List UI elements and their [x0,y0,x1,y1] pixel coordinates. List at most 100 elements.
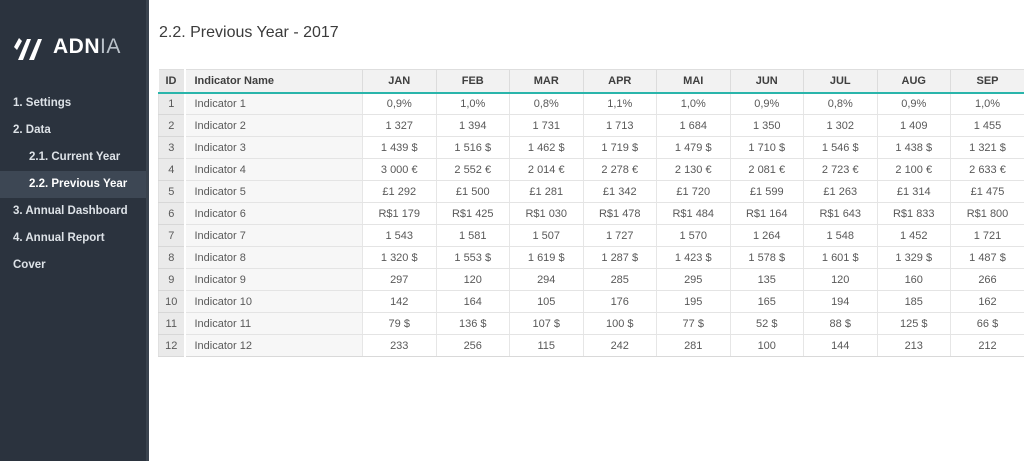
indicator-name-cell[interactable]: Indicator 6 [184,202,363,225]
value-cell[interactable]: 1 302 [803,114,877,137]
value-cell[interactable]: 266 [950,268,1024,291]
value-cell[interactable]: 1,0% [950,92,1024,115]
value-cell[interactable]: £1 281 [509,180,583,203]
value-cell[interactable]: 281 [656,334,730,357]
value-cell[interactable]: 2 130 € [656,158,730,181]
value-cell[interactable]: 162 [950,290,1024,313]
value-cell[interactable]: 0,9% [729,92,804,115]
indicator-name-cell[interactable]: Indicator 5 [184,180,363,203]
value-cell[interactable]: 77 $ [656,312,730,335]
value-cell[interactable]: 233 [362,334,436,357]
value-cell[interactable]: 165 [729,290,804,313]
value-cell[interactable]: £1 599 [729,180,804,203]
value-cell[interactable]: 2 014 € [509,158,583,181]
value-cell[interactable]: 0,9% [362,92,436,115]
sidebar-item-previous-year[interactable]: 2.2. Previous Year [0,171,146,198]
value-cell[interactable]: 1 710 $ [729,136,804,159]
value-cell[interactable]: 1 719 $ [582,136,657,159]
value-cell[interactable]: R$1 164 [729,202,804,225]
value-cell[interactable]: £1 314 [876,180,951,203]
value-cell[interactable]: 142 [362,290,436,313]
value-cell[interactable]: R$1 478 [582,202,657,225]
value-cell[interactable]: 164 [435,290,510,313]
value-cell[interactable]: 1,1% [582,92,657,115]
value-cell[interactable]: 0,8% [509,92,583,115]
row-id-cell[interactable]: 12 [158,334,186,357]
value-cell[interactable]: 1 516 $ [435,136,510,159]
value-cell[interactable]: 136 $ [435,312,510,335]
value-cell[interactable]: £1 292 [362,180,436,203]
row-id-cell[interactable]: 8 [158,246,186,269]
value-cell[interactable]: 1 548 [803,224,877,247]
column-header-id[interactable]: ID [158,69,186,94]
value-cell[interactable]: 1 553 $ [435,246,510,269]
column-header-sep[interactable]: SEP [950,69,1024,94]
value-cell[interactable]: 1 327 [362,114,436,137]
indicator-name-cell[interactable]: Indicator 1 [184,92,363,115]
value-cell[interactable]: 1 409 [876,114,951,137]
value-cell[interactable]: 2 633 € [950,158,1024,181]
value-cell[interactable]: 1 423 $ [656,246,730,269]
indicator-name-cell[interactable]: Indicator 7 [184,224,363,247]
value-cell[interactable]: 107 $ [509,312,583,335]
value-cell[interactable]: 1 543 [362,224,436,247]
value-cell[interactable]: 1 731 [509,114,583,137]
value-cell[interactable]: R$1 030 [509,202,583,225]
value-cell[interactable]: 212 [950,334,1024,357]
value-cell[interactable]: 88 $ [803,312,877,335]
column-header-jul[interactable]: JUL [803,69,877,94]
column-header-indicator-name[interactable]: Indicator Name [184,69,363,94]
indicator-name-cell[interactable]: Indicator 2 [184,114,363,137]
value-cell[interactable]: 1 570 [656,224,730,247]
value-cell[interactable]: 195 [656,290,730,313]
value-cell[interactable]: 1 619 $ [509,246,583,269]
value-cell[interactable]: 1 438 $ [876,136,951,159]
value-cell[interactable]: £1 475 [950,180,1024,203]
column-header-jun[interactable]: JUN [729,69,804,94]
indicator-name-cell[interactable]: Indicator 12 [184,334,363,357]
value-cell[interactable]: 1 684 [656,114,730,137]
value-cell[interactable]: 2 552 € [435,158,510,181]
value-cell[interactable]: 100 [729,334,804,357]
value-cell[interactable]: 1 287 $ [582,246,657,269]
value-cell[interactable]: 2 278 € [582,158,657,181]
value-cell[interactable]: £1 500 [435,180,510,203]
indicator-name-cell[interactable]: Indicator 11 [184,312,363,335]
value-cell[interactable]: 2 100 € [876,158,951,181]
indicator-name-cell[interactable]: Indicator 9 [184,268,363,291]
row-id-cell[interactable]: 4 [158,158,186,181]
sidebar-item-data[interactable]: 2. Data [13,124,51,136]
row-id-cell[interactable]: 1 [158,92,186,115]
value-cell[interactable]: 1 727 [582,224,657,247]
column-header-mai[interactable]: MAI [656,69,730,94]
value-cell[interactable]: 1 452 [876,224,951,247]
column-header-jan[interactable]: JAN [362,69,436,94]
value-cell[interactable]: R$1 643 [803,202,877,225]
value-cell[interactable]: 285 [582,268,657,291]
value-cell[interactable]: 1 713 [582,114,657,137]
value-cell[interactable]: 115 [509,334,583,357]
row-id-cell[interactable]: 7 [158,224,186,247]
value-cell[interactable]: 120 [803,268,877,291]
value-cell[interactable]: 1 601 $ [803,246,877,269]
value-cell[interactable]: 1 264 [729,224,804,247]
value-cell[interactable]: 176 [582,290,657,313]
value-cell[interactable]: 1 578 $ [729,246,804,269]
column-header-feb[interactable]: FEB [435,69,510,94]
value-cell[interactable]: 1 487 $ [950,246,1024,269]
value-cell[interactable]: 1 329 $ [876,246,951,269]
value-cell[interactable]: 0,8% [803,92,877,115]
value-cell[interactable]: R$1 425 [435,202,510,225]
row-id-cell[interactable]: 9 [158,268,186,291]
value-cell[interactable]: 295 [656,268,730,291]
value-cell[interactable]: 1 350 [729,114,804,137]
value-cell[interactable]: 105 [509,290,583,313]
value-cell[interactable]: 185 [876,290,951,313]
value-cell[interactable]: 1 507 [509,224,583,247]
value-cell[interactable]: 1 394 [435,114,510,137]
row-id-cell[interactable]: 3 [158,136,186,159]
sidebar-item-annual-report[interactable]: 4. Annual Report [13,232,105,244]
value-cell[interactable]: 125 $ [876,312,951,335]
value-cell[interactable]: 1 721 [950,224,1024,247]
value-cell[interactable]: 1 581 [435,224,510,247]
